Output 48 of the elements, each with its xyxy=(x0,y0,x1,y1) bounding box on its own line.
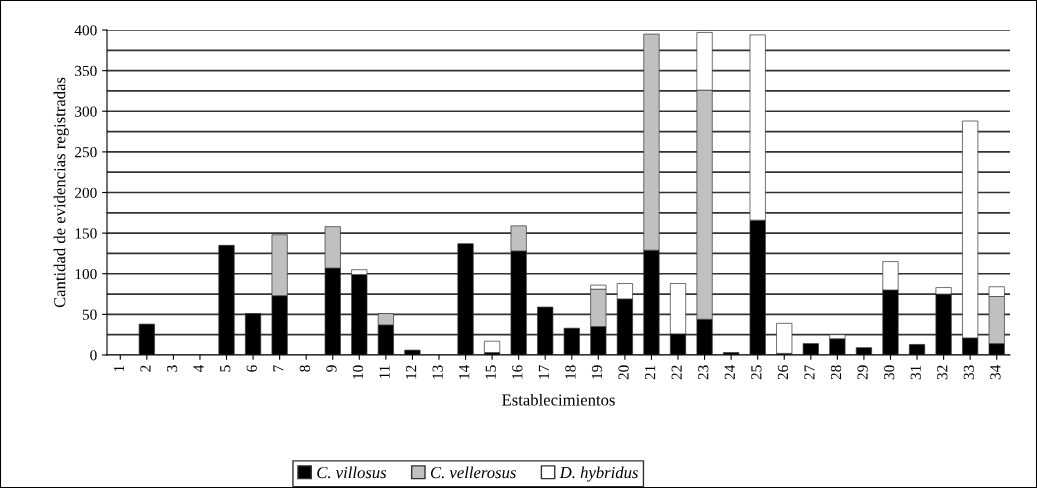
x-tick-label: 8 xyxy=(299,365,311,372)
x-tick-label: 6 xyxy=(246,365,257,372)
y-tick-label: 150 xyxy=(75,228,97,239)
legend-label: C. villosus xyxy=(317,466,387,479)
x-tick-label: 30 xyxy=(884,365,895,380)
x-tick-label: 2 xyxy=(140,365,151,372)
x-axis-title: Establecimientos xyxy=(502,393,615,406)
legend-label: D. hybridus xyxy=(559,466,638,482)
x-tick-label: 26 xyxy=(777,365,789,380)
x-tick-label: 17 xyxy=(538,365,549,379)
y-tick-label: 100 xyxy=(75,268,97,280)
x-tick-label: 13 xyxy=(432,365,443,379)
y-tick-label: 200 xyxy=(75,187,97,198)
legend-label: C. vellerosus xyxy=(430,466,516,479)
x-tick-label: 14 xyxy=(459,364,470,379)
x-tick-label: 3 xyxy=(166,365,178,372)
y-tick-label: 0 xyxy=(90,350,97,361)
x-tick-label: 12 xyxy=(405,365,417,379)
y-tick-label: 250 xyxy=(75,147,97,158)
x-tick-label: 9 xyxy=(326,365,337,372)
y-tick-label: 300 xyxy=(75,106,97,117)
x-tick-label: 33 xyxy=(963,365,974,380)
y-tick-label: 50 xyxy=(82,309,97,320)
x-tick-label: 22 xyxy=(671,365,682,380)
x-tick-label: 1 xyxy=(113,365,124,372)
x-tick-label: 20 xyxy=(618,365,629,380)
x-tick-label: 16 xyxy=(512,365,523,379)
x-tick-label: 27 xyxy=(804,365,815,380)
x-tick-label: 21 xyxy=(645,365,656,380)
x-tick-label: 25 xyxy=(751,365,762,380)
x-tick-label: 7 xyxy=(273,365,284,372)
x-tick-label: 11 xyxy=(379,365,390,379)
x-tick-label: 5 xyxy=(220,365,231,372)
x-tick-label: 29 xyxy=(857,365,868,380)
x-tick-label: 19 xyxy=(591,365,603,379)
x-tick-label: 10 xyxy=(352,365,364,379)
x-tick-label: 34 xyxy=(990,364,1001,380)
y-axis-title: Cantidad de evidencias registradas xyxy=(53,77,69,308)
x-tick-label: 32 xyxy=(937,365,948,380)
x-tick-label: 4 xyxy=(193,364,204,373)
x-tick-label: 24 xyxy=(724,364,735,380)
x-tick-label: 23 xyxy=(698,365,709,380)
y-tick-label: 350 xyxy=(75,65,97,77)
x-tick-label: 28 xyxy=(830,365,842,380)
x-tick-label: 31 xyxy=(910,365,921,380)
x-tick-label: 15 xyxy=(485,365,496,379)
y-tick-label: 400 xyxy=(74,25,97,36)
x-tick-label: 18 xyxy=(565,365,576,379)
